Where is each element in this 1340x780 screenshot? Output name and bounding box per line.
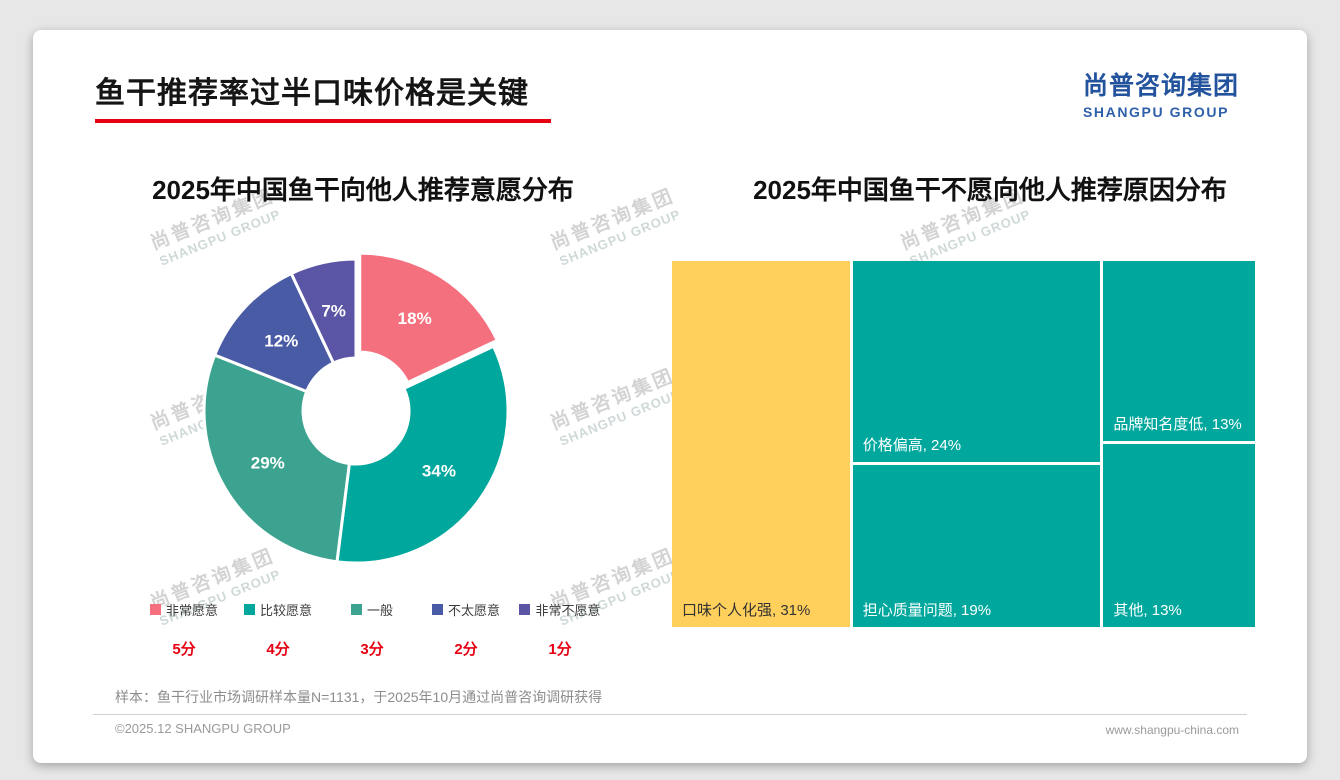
donut-legend: 非常愿意 比较愿意 一般 不太愿意 非常不愿意 [137,600,607,619]
page-title: 鱼干推荐率过半口味价格是关键 [95,77,529,110]
treemap-cell-0: 口味个人化强, 31% [672,261,850,627]
treemap-cell-3: 品牌知名度低, 13% [1103,261,1255,441]
legend-swatch-3 [431,604,443,615]
score-row: 5分 4分 3分 2分 1分 [137,638,607,659]
legend-swatch-2 [350,604,362,615]
treemap-cell-1: 价格偏高, 24% [852,261,1101,463]
legend-swatch-0 [149,604,161,615]
score-label-0: 5分 [172,641,196,658]
donut-slice-label-4: 7% [321,301,346,320]
brand-logo: 尚普咨询集团 SHANGPU GROUP [1083,66,1239,120]
treemap-cell-label-3: 品牌知名度低, 13% [1113,416,1242,433]
sample-note: 样本：鱼干行业市场调研样本量N=1131，于2025年10月通过尚普咨询调研获得 [115,689,603,705]
treemap-cell-label-4: 其他, 13% [1113,602,1182,619]
slide-content: 鱼干推荐率过半口味价格是关键 尚普咨询集团 SHANGPU GROUP 2025… [33,30,1307,763]
score-label-1: 4分 [266,641,290,658]
treemap-cell-4: 其他, 13% [1103,444,1255,627]
donut-chart-title: 2025年中国鱼干向他人推荐意愿分布 [152,175,574,205]
legend-label-1: 比较愿意 [259,603,312,618]
treemap-chart-title: 2025年中国鱼干不愿向他人推荐原因分布 [753,175,1227,205]
donut-slice-1 [335,344,510,565]
brand-logo-en: SHANGPU GROUP [1082,104,1230,120]
treemap-cell-label-1: 价格偏高, 24% [862,437,962,455]
donut-slice-0 [358,251,499,385]
slide-card: 尚普咨询集团 SHANGPU GROUP 尚普咨询集团 SHANGPU GROUP 尚普… [33,30,1307,763]
legend-item-0: 非常愿意 [149,600,218,619]
donut-slice-label-2: 29% [251,454,285,473]
treemap-cell-2: 担心质量问题, 19% [852,465,1101,627]
score-label-4: 1分 [548,641,572,658]
treemap-chart: 口味个人化强, 31% 价格偏高, 24% 担心质量问题, 19% 品牌知名度低, 1… [672,261,1255,627]
donut-slice-label-0: 18% [398,309,432,328]
legend-item-1: 比较愿意 [243,600,312,619]
title-block: 鱼干推荐率过半口味价格是关键 [95,68,551,123]
brand-logo-cn: 尚普咨询集团 [1082,72,1239,100]
score-label-2: 3分 [360,641,384,658]
footer-divider [93,714,1247,715]
donut-slice-4 [289,257,358,365]
legend-item-4: 非常不愿意 [519,600,601,619]
legend-swatch-1 [243,604,255,615]
donut-chart: 18% 34% 29% 12% 7% [202,251,510,565]
treemap-cell-label-0: 口味个人化强, 31% [682,602,811,619]
legend-swatch-4 [519,604,531,615]
legend-label-4: 非常不愿意 [535,603,601,618]
legend-item-2: 一般 [350,600,393,619]
footer-copyright: ©2025.12 SHANGPU GROUP [115,721,291,736]
donut-slice-label-3: 12% [264,331,298,350]
legend-item-3: 不太愿意 [431,600,500,619]
score-label-3: 2分 [454,641,478,658]
legend-label-0: 非常愿意 [165,603,218,618]
treemap-cell-label-2: 担心质量问题, 19% [862,601,992,619]
legend-label-2: 一般 [366,603,393,618]
legend-label-3: 不太愿意 [447,603,500,618]
footer-website: www.shangpu-china.com [1105,723,1239,737]
title-underline [95,119,551,123]
donut-slice-2 [202,353,351,564]
donut-slice-label-1: 34% [422,462,456,481]
